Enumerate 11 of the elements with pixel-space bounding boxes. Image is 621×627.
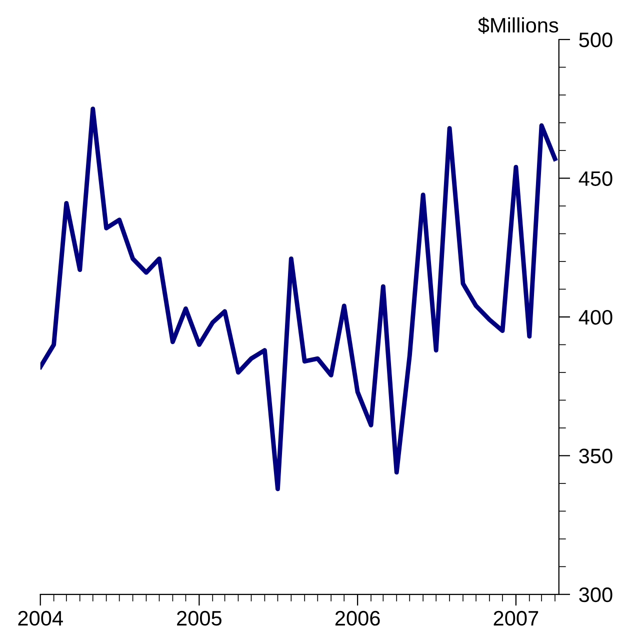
x-tick-label: 2007 bbox=[494, 610, 538, 626]
line-series bbox=[40, 106, 558, 492]
y-tick-label: 350 bbox=[579, 448, 612, 464]
y-tick-label: 300 bbox=[579, 587, 612, 602]
y-tick-label: 500 bbox=[579, 32, 612, 48]
x-tick-label: 2004 bbox=[18, 610, 63, 626]
y-tick-label: 400 bbox=[578, 310, 612, 325]
y-axis-title: $Millions bbox=[478, 16, 558, 34]
x-tick-label: 2006 bbox=[335, 610, 380, 626]
y-tick-label: 450 bbox=[578, 171, 612, 186]
x-tick-label: 2005 bbox=[177, 610, 222, 626]
